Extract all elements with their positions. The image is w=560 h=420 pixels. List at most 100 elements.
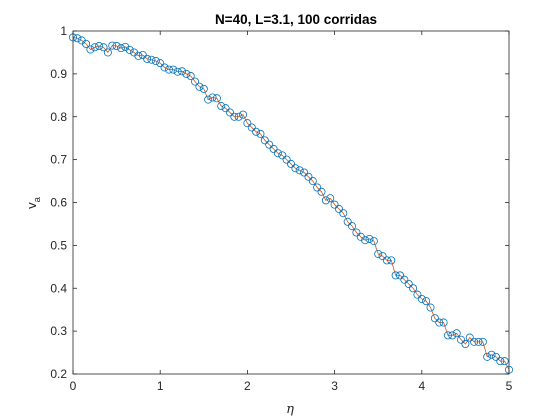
data-point-marker — [369, 237, 378, 246]
data-point-marker — [430, 314, 439, 323]
data-point-marker — [73, 34, 82, 43]
y-tick-label: 0.6 — [50, 196, 67, 210]
data-point-marker — [295, 166, 304, 175]
data-point-marker — [321, 196, 330, 205]
y-axis-label-main: v — [24, 202, 39, 209]
data-point-marker — [217, 102, 226, 111]
data-point-marker — [186, 72, 195, 81]
data-point-marker — [435, 318, 444, 327]
data-point-marker — [116, 44, 125, 53]
data-point-marker — [417, 294, 426, 303]
data-point-marker — [256, 129, 265, 138]
data-point-marker — [177, 67, 186, 76]
data-point-marker — [365, 234, 374, 243]
data-point-marker — [134, 51, 143, 60]
data-point-marker — [308, 177, 317, 186]
y-tick-label: 0.5 — [50, 238, 67, 252]
data-point-marker — [286, 159, 295, 168]
data-point-marker — [317, 187, 326, 196]
data-point-marker — [426, 303, 435, 312]
y-axis-label: va — [24, 196, 43, 209]
data-point-marker — [282, 155, 291, 164]
data-point-marker — [352, 228, 361, 237]
data-point-marker — [143, 54, 152, 63]
x-tick-label: 5 — [506, 379, 513, 393]
data-point-marker — [164, 65, 173, 74]
data-point-marker — [182, 69, 191, 78]
data-point-marker — [461, 339, 470, 348]
data-point-marker — [208, 93, 217, 102]
data-point-marker — [112, 42, 121, 51]
data-point-marker — [339, 209, 348, 218]
data-point-marker — [361, 236, 370, 245]
data-point-marker — [409, 284, 418, 293]
data-point-marker — [500, 357, 509, 366]
data-point-marker — [239, 110, 248, 119]
data-point-marker — [330, 200, 339, 209]
data-point-marker — [404, 279, 413, 288]
data-point-marker — [313, 183, 322, 192]
data-point-marker — [422, 297, 431, 306]
data-point-marker — [225, 108, 234, 117]
y-axis-label-subscript: a — [32, 196, 43, 202]
data-point-marker — [465, 333, 474, 342]
data-point-marker — [269, 144, 278, 153]
data-point-marker — [243, 119, 252, 128]
data-point-marker — [487, 350, 496, 359]
data-point-marker — [147, 55, 156, 64]
x-tick-label: 2 — [244, 379, 251, 393]
y-tick-label: 0.4 — [50, 281, 67, 295]
data-point-marker — [234, 112, 243, 121]
data-point-marker — [348, 222, 357, 231]
svg-text:va: va — [24, 196, 43, 209]
data-point-marker — [125, 45, 134, 54]
data-point-marker — [291, 164, 300, 173]
data-point-marker — [156, 59, 165, 68]
data-point-marker — [343, 217, 352, 226]
data-point-marker — [439, 318, 448, 327]
data-point-marker — [103, 48, 112, 57]
y-tick-label: 0.2 — [50, 367, 67, 381]
data-point-marker — [252, 127, 261, 136]
data-point-marker — [457, 335, 466, 344]
x-tick-label: 3 — [331, 379, 338, 393]
y-tick-label: 0.8 — [50, 110, 67, 124]
data-point-marker — [382, 256, 391, 265]
data-point-marker — [260, 136, 269, 145]
data-point-marker — [121, 42, 130, 51]
x-tick-label: 0 — [70, 379, 77, 393]
data-point-marker — [483, 352, 492, 361]
data-point-marker — [273, 149, 282, 158]
data-point-marker — [82, 39, 91, 48]
data-point-marker — [470, 337, 479, 346]
data-point-marker — [95, 42, 104, 51]
data-point-marker — [304, 172, 313, 181]
y-tick-label: 0.9 — [50, 67, 67, 81]
data-point-marker — [195, 82, 204, 91]
data-point-marker — [496, 357, 505, 366]
y-tick-label: 1 — [60, 24, 67, 38]
data-point-marker — [265, 140, 274, 149]
data-point-marker — [230, 112, 239, 121]
data-point-marker — [278, 151, 287, 160]
data-point-marker — [204, 95, 213, 104]
data-point-marker — [400, 275, 409, 284]
data-point-marker — [491, 352, 500, 361]
chart-title: N=40, L=3.1, 100 corridas — [215, 12, 377, 27]
series-layer — [69, 33, 513, 374]
data-point-marker — [247, 123, 256, 132]
data-point-marker — [413, 290, 422, 299]
data-point-marker — [443, 331, 452, 340]
data-point-marker — [378, 252, 387, 261]
x-tick-label: 4 — [418, 379, 425, 393]
data-point-marker — [99, 43, 108, 52]
x-axis-label: η — [286, 402, 294, 417]
data-point-marker — [448, 331, 457, 340]
x-tick-label: 1 — [157, 379, 164, 393]
data-point-marker — [191, 77, 200, 86]
data-point-marker — [160, 63, 169, 72]
data-point-marker — [108, 41, 117, 50]
y-tick-label: 0.7 — [50, 153, 67, 167]
